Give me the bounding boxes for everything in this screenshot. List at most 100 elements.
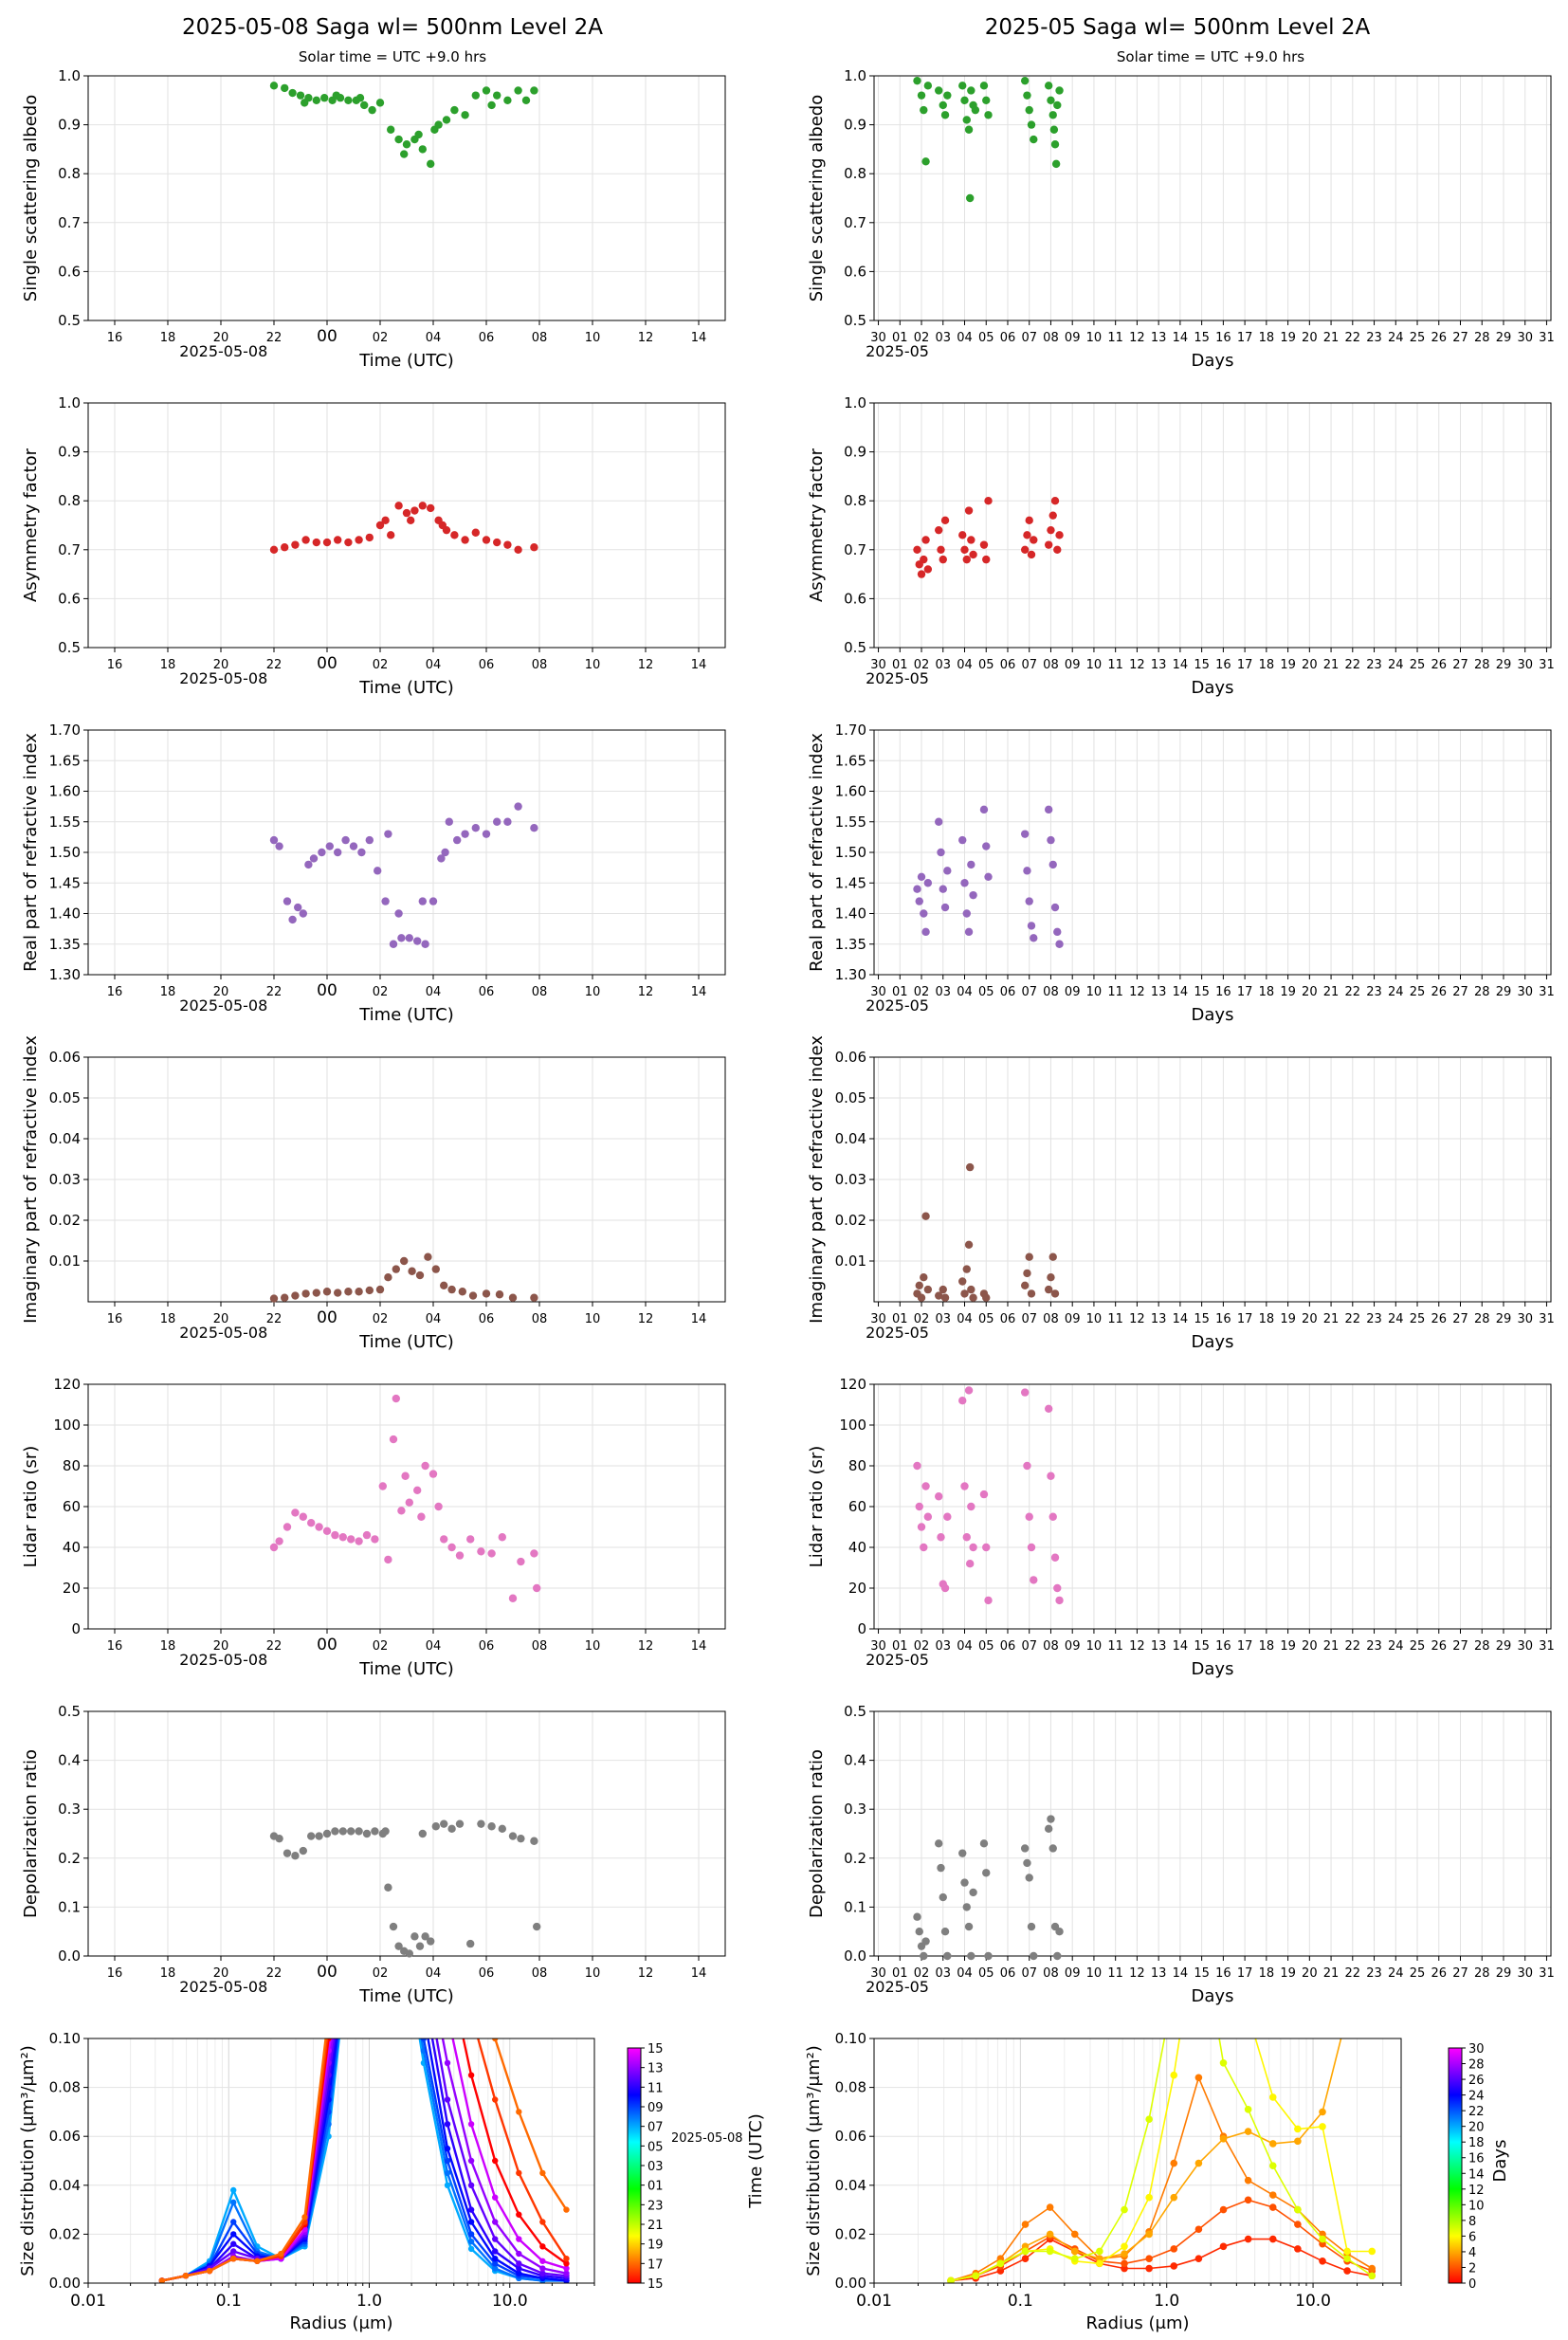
monthly-scatter-point xyxy=(982,96,991,105)
monthly-x-tick-label: 14 xyxy=(1173,1639,1189,1654)
monthly-x-tick-label: 19 xyxy=(1280,985,1296,999)
monthly-scatter-point xyxy=(1050,140,1060,149)
monthly-scatter-point xyxy=(1030,934,1038,942)
monthly-x-tick-label: 21 xyxy=(1323,1966,1340,1981)
monthly-scatter-point xyxy=(943,1512,952,1521)
monthly-scatter-point xyxy=(1027,1543,1036,1552)
daily-sd-curve-point xyxy=(444,2182,451,2188)
monthly-scatter-point xyxy=(962,909,971,918)
monthly-x-axis-label: Days xyxy=(1192,1332,1234,1352)
daily-x-tick-label: 04 xyxy=(426,658,442,672)
daily-scatter-point xyxy=(421,1461,429,1471)
daily-scatter-point xyxy=(477,1547,485,1556)
daily-scatter-point xyxy=(402,508,411,518)
daily-scatter-point xyxy=(283,897,292,905)
daily-sd-curve-point xyxy=(492,2157,499,2165)
daily-sd-curve-point xyxy=(563,2260,570,2267)
daily-scatter-point xyxy=(445,817,453,826)
monthly-sd-curve-point xyxy=(1244,2196,1252,2204)
monthly-x-tick-label: 18 xyxy=(1259,1312,1275,1326)
monthly-scatter-point xyxy=(1027,1289,1036,1298)
daily-scatter-point xyxy=(296,91,305,100)
monthly-scatter-point xyxy=(1020,1388,1030,1397)
daily-scatter-point xyxy=(405,1498,413,1507)
monthly-x-tick-label: 16 xyxy=(1215,658,1231,672)
monthly-x-tick-label: 04 xyxy=(957,1312,973,1326)
monthly-colorbar-tick-label: 12 xyxy=(1468,2184,1485,2198)
daily-scatter-point xyxy=(322,1288,332,1296)
daily-sd-curve-point xyxy=(516,2211,522,2218)
daily-scatter-point xyxy=(514,802,522,811)
daily-x-tick-label: 10 xyxy=(585,1312,601,1326)
monthly-x-tick-label: 04 xyxy=(957,1966,973,1981)
monthly-x-tick-label: 20 xyxy=(1302,658,1318,672)
daily-scatter-point xyxy=(424,1252,432,1261)
monthly-x-tick-label: 27 xyxy=(1452,985,1468,999)
monthly-scatter-point xyxy=(964,1922,974,1931)
monthly-x-tick-label: 07 xyxy=(1021,1312,1037,1326)
daily-sd-curve-point xyxy=(374,1913,379,1919)
daily-scatter-point xyxy=(338,1827,347,1836)
daily-x-axis-label: Time (UTC) xyxy=(358,678,454,698)
monthly-scatter-point xyxy=(913,1461,921,1471)
daily-sd-curve-point xyxy=(539,2270,546,2276)
daily-scatter-point xyxy=(301,99,309,107)
daily-scatter-point xyxy=(362,1829,372,1838)
daily-plot-frame xyxy=(87,75,726,321)
monthly-x-tick-label: 03 xyxy=(935,658,951,672)
daily-y-tick-label: 1.0 xyxy=(58,394,81,411)
monthly-x-tick-label: 19 xyxy=(1280,331,1296,345)
monthly-x-tick-label: 10 xyxy=(1086,1966,1103,1981)
daily-sd-curve-point xyxy=(397,1913,403,1919)
monthly-x-tick-label: 21 xyxy=(1323,658,1340,672)
daily-sd-curve-point xyxy=(421,1913,427,1919)
monthly-scatter-point xyxy=(960,545,969,554)
monthly-scatter-point xyxy=(1053,101,1062,110)
daily-x-tick-label: 06 xyxy=(479,331,495,345)
daily-sd-curve xyxy=(161,2038,567,2282)
monthly-x-tick-label: 03 xyxy=(935,331,951,345)
daily-scatter-point xyxy=(418,1829,427,1838)
monthly-x-tick-label: 07 xyxy=(1021,985,1037,999)
monthly-x-tick-label: 20 xyxy=(1302,1312,1318,1326)
monthly-x-tick-label: 31 xyxy=(1539,1312,1555,1326)
monthly-scatter-point xyxy=(943,867,952,875)
daily-sd-curve-point xyxy=(467,2206,475,2213)
daily-sd-curve-point xyxy=(158,2277,166,2283)
monthly-x-tick-label: 22 xyxy=(1345,658,1361,672)
monthly-scatter-point xyxy=(940,1293,950,1302)
monthly-x-tick-label: 26 xyxy=(1431,658,1447,672)
monthly-scatter-point xyxy=(913,1912,921,1921)
daily-scatter-point xyxy=(400,1256,409,1266)
daily-sd-curve-point xyxy=(301,2214,308,2221)
daily-sd-curve-point xyxy=(516,2109,522,2115)
daily-sd-curve-point xyxy=(444,2169,451,2177)
daily-colorbar-tick-label: 11 xyxy=(647,2081,664,2095)
daily-sd-curve-point xyxy=(230,2219,237,2225)
monthly-scatter-point xyxy=(939,101,947,110)
monthly-scatter-point xyxy=(1025,1512,1033,1521)
monthly-scatter-point xyxy=(1030,536,1038,544)
daily-scatter-point xyxy=(458,1288,466,1296)
monthly-x-tick-label: 30 xyxy=(1517,985,1533,999)
monthly-scatter-point xyxy=(962,116,971,124)
daily-y-axis-label: Depolarization ratio xyxy=(21,1749,41,1918)
monthly-sd-y-tick-label: 0.10 xyxy=(835,2030,866,2047)
daily-sd-curve-point xyxy=(467,2072,475,2078)
monthly-scatter-point xyxy=(1055,1928,1064,1936)
daily-sd-curve-point xyxy=(539,2243,546,2250)
daily-x-tick-label: 04 xyxy=(426,1312,442,1326)
monthly-x-tick-label: 10 xyxy=(1086,331,1103,345)
daily-x-tick-label: 16 xyxy=(107,985,123,999)
daily-scatter-point xyxy=(371,1827,379,1836)
monthly-sd-curve-point xyxy=(1268,2162,1277,2169)
daily-x-tick-label: 00 xyxy=(317,981,337,1000)
daily-scatter-point xyxy=(341,835,350,845)
monthly-y-tick-label: 20 xyxy=(848,1580,866,1597)
monthly-x-tick-label: 30 xyxy=(1517,331,1533,345)
daily-date-label: 2025-05-08 xyxy=(179,669,267,687)
daily-scatter-point xyxy=(269,82,279,90)
monthly-x-tick-label: 24 xyxy=(1388,985,1404,999)
daily-scatter-point xyxy=(447,1543,456,1552)
daily-colorbar-tick-label: 23 xyxy=(647,2199,664,2213)
